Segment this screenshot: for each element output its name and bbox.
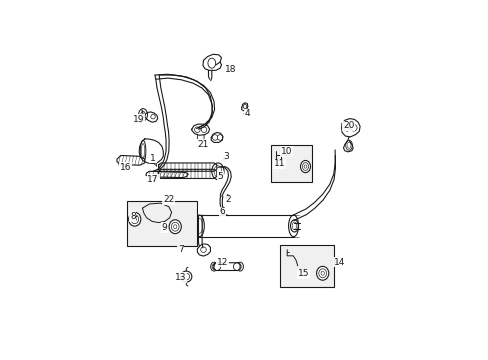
Text: 2: 2	[224, 194, 230, 204]
Text: 15: 15	[297, 269, 308, 278]
Text: 10: 10	[280, 147, 292, 156]
Ellipse shape	[200, 247, 206, 252]
Text: 9: 9	[161, 223, 167, 232]
Ellipse shape	[211, 163, 224, 180]
Ellipse shape	[140, 140, 145, 162]
Text: 14: 14	[333, 258, 345, 267]
Ellipse shape	[212, 263, 220, 270]
Ellipse shape	[128, 212, 141, 226]
Ellipse shape	[150, 114, 155, 119]
Text: 3: 3	[223, 152, 228, 161]
Ellipse shape	[300, 161, 310, 173]
Text: 19: 19	[132, 115, 144, 124]
Text: 8: 8	[130, 212, 136, 221]
Ellipse shape	[236, 262, 243, 271]
Text: 6: 6	[219, 207, 225, 216]
Ellipse shape	[243, 104, 246, 109]
Text: 17: 17	[147, 175, 159, 184]
Ellipse shape	[345, 140, 352, 150]
Ellipse shape	[350, 125, 356, 131]
Text: 13: 13	[175, 273, 186, 282]
Bar	[279, 245, 333, 287]
Text: 11: 11	[273, 159, 285, 168]
Text: 7: 7	[178, 245, 183, 254]
Ellipse shape	[181, 271, 191, 282]
Bar	[126, 201, 196, 246]
Ellipse shape	[210, 262, 217, 271]
Ellipse shape	[194, 127, 200, 132]
Text: 4: 4	[244, 109, 250, 118]
Ellipse shape	[138, 109, 147, 121]
Text: 16: 16	[120, 163, 131, 172]
Text: 20: 20	[343, 121, 354, 130]
Polygon shape	[117, 156, 144, 165]
Text: 22: 22	[163, 195, 174, 204]
Ellipse shape	[201, 127, 206, 132]
Ellipse shape	[212, 135, 218, 140]
Text: 21: 21	[198, 140, 209, 149]
Ellipse shape	[217, 135, 223, 140]
Ellipse shape	[141, 111, 145, 118]
Ellipse shape	[207, 58, 215, 68]
Ellipse shape	[290, 220, 298, 232]
Text: 1: 1	[150, 154, 156, 166]
Ellipse shape	[316, 266, 328, 280]
Text: 18: 18	[224, 65, 236, 74]
Ellipse shape	[343, 125, 350, 131]
Text: 5: 5	[217, 172, 223, 181]
Ellipse shape	[194, 215, 204, 237]
Bar	[271, 145, 311, 182]
Ellipse shape	[233, 263, 241, 270]
Ellipse shape	[288, 215, 298, 237]
Text: 12: 12	[217, 258, 228, 267]
Polygon shape	[145, 171, 188, 177]
Ellipse shape	[169, 220, 181, 234]
